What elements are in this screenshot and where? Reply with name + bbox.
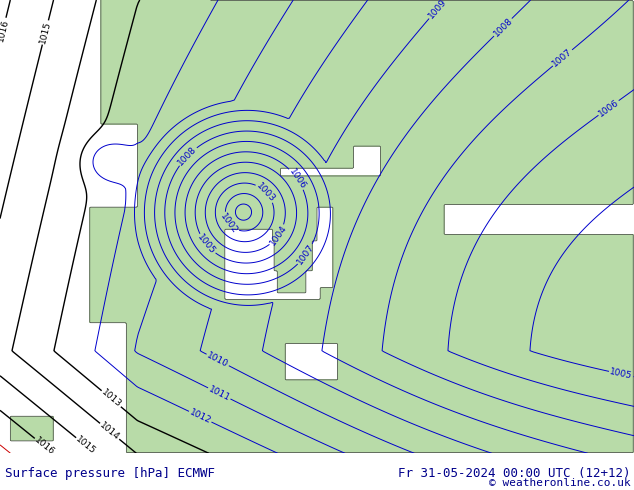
Text: 1015: 1015	[74, 435, 98, 456]
Text: 1012: 1012	[188, 408, 212, 426]
Text: 1015: 1015	[38, 20, 53, 45]
Text: © weatheronline.co.uk: © weatheronline.co.uk	[489, 478, 631, 488]
Text: 1007: 1007	[295, 243, 316, 267]
Text: 1006: 1006	[597, 98, 621, 118]
Text: 1003: 1003	[255, 181, 277, 204]
Text: 1005: 1005	[196, 233, 217, 256]
Text: 1009: 1009	[426, 0, 448, 21]
Text: 1008: 1008	[176, 145, 198, 168]
Text: 1004: 1004	[268, 223, 288, 247]
Text: 1014: 1014	[98, 420, 121, 442]
Text: 1013: 1013	[100, 388, 123, 410]
Text: 1005: 1005	[609, 367, 633, 381]
Text: Fr 31-05-2024 00:00 UTC (12+12): Fr 31-05-2024 00:00 UTC (12+12)	[398, 467, 631, 480]
Text: 1006: 1006	[287, 167, 307, 191]
Text: 1010: 1010	[205, 351, 230, 369]
Text: 1008: 1008	[491, 16, 514, 39]
Text: 1016: 1016	[33, 436, 56, 457]
Text: Surface pressure [hPa] ECMWF: Surface pressure [hPa] ECMWF	[5, 467, 215, 480]
Text: 1016: 1016	[0, 18, 10, 42]
Text: 1007: 1007	[551, 47, 574, 69]
Text: 1011: 1011	[207, 384, 231, 403]
Text: 1002: 1002	[219, 212, 240, 235]
